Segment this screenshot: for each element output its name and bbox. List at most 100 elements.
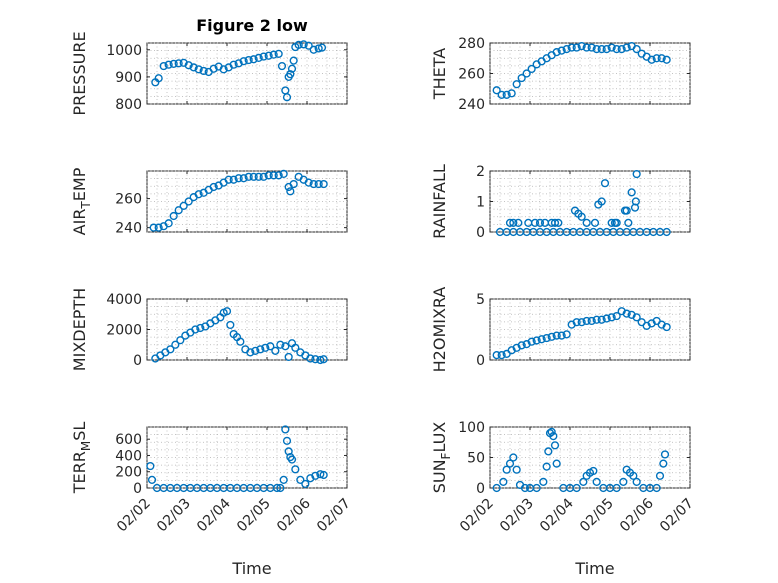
data-point-mixdepth (316, 355, 325, 365)
data-point-sunflux (632, 477, 641, 487)
data-point-pressure (289, 56, 298, 65)
data-point-theta (522, 69, 531, 78)
data-point-sunflux (579, 477, 588, 487)
data-point-theta (552, 48, 561, 57)
data-point-h2omixra (547, 332, 556, 341)
data-point-pressure (269, 50, 278, 59)
data-point-airtemp (269, 171, 278, 180)
y-tick-label: 0 (476, 353, 485, 369)
data-point-airtemp (154, 223, 163, 232)
y-tick-label: 100 (458, 420, 485, 436)
data-point-sunflux (552, 459, 561, 468)
data-point-terrmsl (281, 425, 290, 434)
data-point-sunflux (502, 465, 511, 474)
data-point-rainfall (577, 212, 586, 221)
ylabel-theta: THETA (430, 48, 449, 100)
x-tick-label: 02/04 (194, 495, 234, 535)
data-point-airtemp (259, 172, 268, 181)
data-point-theta (507, 89, 516, 98)
data-point-h2omixra (602, 314, 611, 323)
subplot-theta: 240 260 280 THETA (430, 36, 691, 113)
data-point-terrmsl (272, 483, 282, 493)
data-point-theta (492, 86, 501, 95)
data-point-sunflux (655, 471, 665, 480)
ylabel-h2omixra: H2OMIXRA (430, 287, 449, 373)
data-point-h2omixra (562, 330, 571, 339)
data-point-theta (592, 44, 601, 54)
x-tick-label: 02/03 (154, 496, 194, 536)
data-point-h2omixra (587, 316, 596, 326)
data-point-rainfall (627, 188, 636, 197)
data-point-mixdepth (291, 343, 300, 352)
data-point-h2omixra (572, 318, 581, 327)
data-point-airtemp (174, 206, 183, 215)
data-point-sunflux (542, 462, 551, 471)
data-point-rainfall (612, 218, 621, 227)
data-point-mixdepth (171, 340, 180, 349)
x-tick-label: 02/02 (457, 496, 497, 536)
data-point-mixdepth (266, 342, 275, 351)
y-tick-label: 2 (476, 164, 485, 180)
data-point-airtemp (169, 211, 178, 221)
data-point-airtemp (224, 175, 233, 184)
data-point-rainfall (597, 197, 606, 206)
data-point-airtemp (209, 182, 218, 192)
y-tick-label: 900 (115, 70, 142, 86)
data-point-rainfall (624, 218, 633, 227)
data-point-airtemp (149, 223, 158, 232)
x-tick-label: 02/06 (274, 495, 314, 535)
data-point-h2omixra (527, 337, 536, 346)
data-point-pressure (287, 64, 297, 73)
data-point-pressure (209, 64, 218, 73)
data-point-terrmsl (284, 447, 293, 456)
y-tick-label: 260 (115, 192, 142, 208)
data-point-h2omixra (632, 313, 641, 322)
axes-box-mixdepth (146, 298, 348, 361)
subplot-h2omixra: 0 5 H2OMIXRA (430, 287, 691, 373)
data-point-h2omixra (592, 315, 601, 324)
data-point-pressure (274, 49, 283, 58)
data-point-theta (572, 43, 581, 52)
data-point-sunflux (589, 466, 598, 476)
subplot-terrmsl: 02/02 02/03 02/04 02/05 02/06 02/07 0200400600… (70, 422, 354, 536)
data-point-rainfall (509, 218, 518, 227)
data-point-pressure (199, 66, 208, 76)
y-tick-label: 260 (458, 67, 485, 83)
data-point-sunflux (492, 483, 501, 493)
data-point-sunflux (547, 427, 556, 436)
data-point-pressure (282, 93, 292, 102)
data-point-airtemp (286, 187, 295, 196)
data-point-rainfall (554, 218, 563, 227)
data-point-mixdepth (246, 348, 255, 357)
data-point-pressure (314, 44, 323, 53)
data-point-pressure (229, 60, 238, 69)
data-point-rainfall (631, 197, 640, 206)
subplot-airtemp: 240 260 AIRTEMP (70, 167, 348, 237)
data-point-airtemp (229, 175, 238, 184)
data-point-theta (612, 44, 621, 54)
data-point-sunflux (660, 450, 670, 459)
y-tick-label: 0 (476, 481, 485, 497)
data-point-mixdepth (271, 346, 280, 355)
ylabel-airtemp: AIRTEMP (70, 167, 93, 235)
data-point-pressure (249, 55, 258, 64)
data-point-h2omixra (582, 316, 591, 326)
data-point-sunflux (539, 477, 548, 487)
axes-box-h2omixra (489, 298, 691, 361)
y-tick-label: 800 (115, 97, 142, 113)
data-point-sunflux (592, 477, 601, 487)
y-tick-label: 280 (458, 36, 485, 52)
data-point-rainfall (607, 218, 616, 227)
data-point-rainfall (530, 218, 540, 227)
data-point-airtemp (264, 171, 273, 180)
data-point-h2omixra (517, 341, 526, 350)
data-point-airtemp (179, 201, 188, 210)
x-tick-label: 02/06 (617, 495, 657, 535)
data-point-rainfall (505, 218, 515, 227)
ylabel-rainfall: RAINFALL (430, 164, 449, 239)
data-point-terrmsl (146, 461, 155, 471)
y-tick-label: 240 (115, 221, 142, 237)
data-point-pressure (239, 57, 248, 66)
data-point-theta (662, 55, 671, 64)
data-point-terrmsl (147, 475, 157, 484)
